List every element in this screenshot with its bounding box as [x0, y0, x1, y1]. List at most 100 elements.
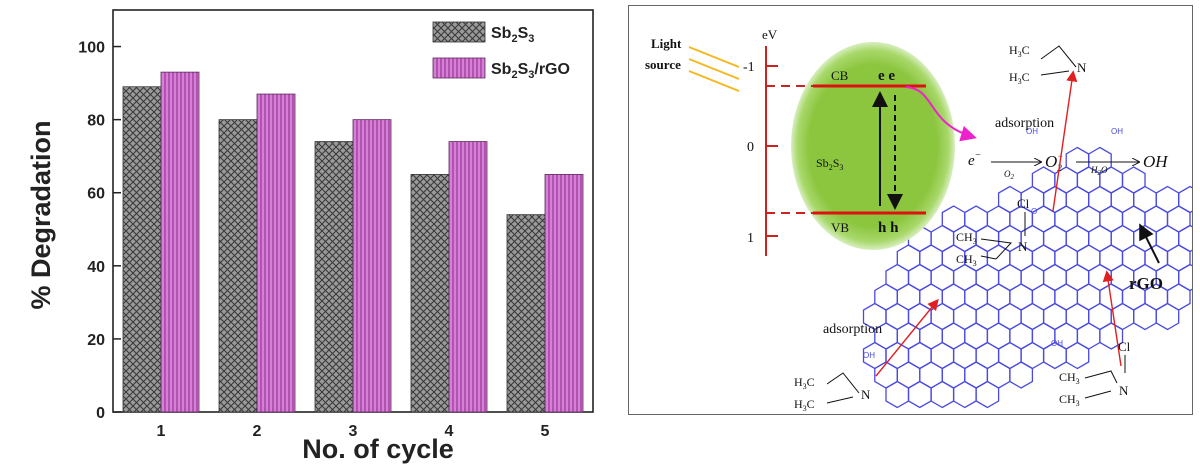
light-ray: [688, 46, 740, 68]
cl-atom: Cl: [1118, 339, 1131, 354]
energy-tick-0: 0: [747, 140, 754, 155]
rgo-oh-group: OH: [1026, 127, 1038, 136]
x-tick-label: 1: [157, 423, 166, 440]
x-tick-label: 5: [541, 423, 550, 440]
holes-label: h h: [878, 220, 899, 236]
cb-label: CB: [831, 68, 849, 83]
rgo-sheet: [862, 146, 1200, 409]
bars-group: [122, 71, 584, 413]
energy-axis: eV -1 0 1: [743, 27, 778, 256]
ch3-label: CH3: [1059, 392, 1080, 408]
adsorption-label-top: adsorption: [995, 116, 1054, 131]
degradation-bar-chart: 0 20 40 60 80 100 1 2 3 4 5 Sb2S3 Sb2S3/rGO % Deg…: [0, 0, 600, 468]
light-ray: [688, 70, 740, 92]
electrons-label: e e: [878, 68, 895, 84]
rgo-hexagon: [885, 380, 910, 409]
y-tick-label: 20: [87, 332, 105, 349]
cl-atom: Cl: [1017, 196, 1030, 211]
light-ray: [688, 58, 740, 80]
x-axis-label: No. of cycle: [302, 434, 454, 464]
rgo-oh-group: OH: [863, 351, 875, 360]
dye-fragment-bottom-left: H3C H3C N: [794, 372, 871, 413]
rgo-hexagon: [1133, 302, 1157, 331]
electron-transfer-arrow: [905, 86, 977, 142]
energy-unit: eV: [762, 27, 778, 42]
rgo-o-atom: O: [1031, 207, 1037, 216]
bar-sb2s3: [314, 141, 354, 413]
y-tick-label: 0: [96, 405, 105, 422]
legend: Sb2S3 Sb2S3/rGO: [432, 21, 570, 81]
ch3-label: CH3: [956, 230, 977, 246]
h2o-label: H2O: [1090, 165, 1108, 177]
mechanism-diagram: OH OH OH OH O eV -1 0 1 Light source CB …: [628, 5, 1200, 415]
n-atom: N: [1077, 60, 1087, 75]
energy-tick-1: 1: [747, 231, 754, 246]
rgo-hexagon: [930, 380, 955, 409]
rgo-oh-group: OH: [1111, 127, 1123, 136]
rgo-hexagon: [1099, 322, 1124, 350]
legend-label-sb2s3-rgo: Sb2S3/rGO: [491, 61, 570, 81]
light-source-label-2: source: [645, 57, 681, 72]
h3c-label: H3C: [794, 375, 815, 391]
n-atom: N: [1119, 383, 1129, 398]
sb2s3-label: Sb2S3: [816, 156, 843, 172]
hydroxyl-label: OH: [1143, 152, 1169, 171]
h3c-label: H3C: [1009, 70, 1030, 86]
rgo-hexagon: [952, 380, 977, 409]
dye-fragment-bottom-right: Cl CH3 CH3 N: [1059, 339, 1131, 408]
y-tick-label: 80: [87, 113, 105, 130]
ch3-label: CH3: [956, 252, 977, 268]
y-tick-label: 60: [87, 186, 105, 203]
light-source: Light source: [645, 36, 740, 92]
adsorption-arrow: [1052, 70, 1078, 212]
ch3-label: CH3: [1059, 370, 1080, 386]
rgo-hexagon: [975, 380, 1000, 409]
adsorption-label-bottom: adsorption: [823, 322, 882, 337]
y-axis-label: % Degradation: [26, 120, 56, 309]
bar-sb2s3-rgo: [544, 174, 584, 413]
bar-sb2s3: [122, 86, 162, 413]
sb2s3-particle: [791, 42, 955, 250]
rgo-label: rGO: [1129, 274, 1163, 293]
vb-label: VB: [831, 220, 849, 235]
y-axis-ticks: 0 20 40 60 80 100: [78, 40, 121, 422]
rgo-hexagon: [907, 380, 932, 409]
y-tick-label: 40: [87, 259, 105, 276]
h3c-label: H3C: [794, 397, 815, 413]
electron-symbol: e−: [968, 150, 981, 169]
rgo-hexagon: [1009, 361, 1034, 389]
chart-svg: 0 20 40 60 80 100 1 2 3 4 5 Sb2S3 Sb2S3/rGO % Deg…: [26, 9, 594, 464]
energy-tick-neg1: -1: [743, 60, 755, 75]
mechanism-svg: OH OH OH OH O eV -1 0 1 Light source CB …: [645, 27, 1200, 413]
legend-swatch-sb2s3: [432, 21, 486, 43]
rgo-hexagon: [1178, 224, 1200, 253]
bar-sb2s3-rgo: [160, 71, 200, 413]
rgo-hexagon: [1178, 263, 1200, 292]
dye-fragment-top: H3C H3C N: [1009, 43, 1087, 86]
adsorption-arrow: [875, 298, 939, 377]
rgo-pointer-arrow: [1139, 223, 1160, 264]
x-tick-label: 4: [445, 423, 454, 440]
rgo-hexagon: [1178, 185, 1200, 214]
legend-label-sb2s3: Sb2S3: [491, 25, 534, 45]
rgo-oh-group: OH: [1051, 339, 1063, 348]
adsorption-arrow: [1102, 270, 1122, 367]
bar-sb2s3: [410, 174, 450, 413]
x-tick-label: 2: [253, 423, 262, 440]
bar-sb2s3-rgo: [448, 141, 488, 413]
bar-sb2s3-rgo: [256, 93, 296, 413]
h3c-label: H3C: [1009, 43, 1030, 59]
y-tick-label: 100: [78, 40, 105, 57]
o2-label: O2: [1004, 169, 1015, 181]
bar-sb2s3-rgo: [352, 119, 392, 413]
rgo-hexagon: [1155, 302, 1180, 331]
n-atom: N: [1018, 239, 1028, 254]
rgo-hexagon: [1065, 341, 1090, 370]
bar-sb2s3: [506, 214, 546, 413]
n-atom: N: [861, 387, 871, 402]
legend-swatch-sb2s3-rgo: [432, 57, 486, 79]
light-source-label-1: Light: [651, 36, 682, 51]
dye-fragment-center: Cl CH3 CH3 N: [956, 196, 1030, 268]
x-tick-label: 3: [349, 423, 358, 440]
bar-sb2s3: [218, 119, 258, 413]
